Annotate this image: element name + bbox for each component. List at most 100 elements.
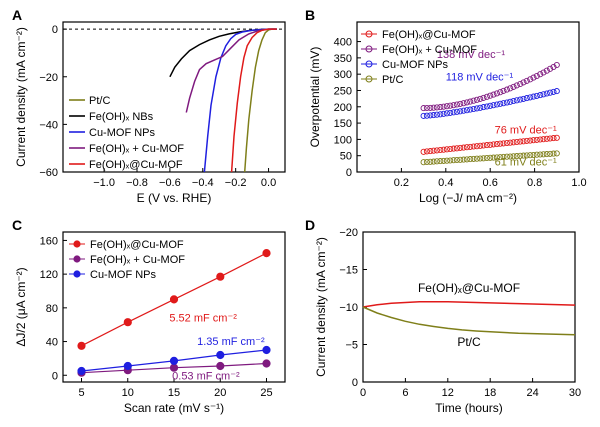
legend-a: Pt/C Fe(OH)ₓ NBs Cu-MOF NPs Fe(OH)ₓ + Cu-MO… <box>69 95 184 171</box>
data-point-b-1 <box>537 71 544 78</box>
x-tick-label-a: −0.2 <box>225 177 247 189</box>
y-tick-label-d: −15 <box>339 265 358 277</box>
data-point-c-2 <box>123 361 132 371</box>
data-point-b-2 <box>430 112 437 119</box>
legend-label-c-1: Fe(OH)ₓ + Cu-MOF <box>90 254 185 266</box>
data-point-b-1 <box>490 91 497 98</box>
y-tick-label-d: 0 <box>352 377 358 389</box>
legend-label-c-2: Cu-MOF NPs <box>90 269 157 281</box>
data-point-b-0 <box>467 143 474 150</box>
y-tick-label-c: 120 <box>40 269 58 281</box>
data-point-b-2 <box>490 102 497 109</box>
data-point-b-3 <box>443 157 450 164</box>
data-point-b-2 <box>553 88 560 95</box>
data-point-b-0 <box>430 147 437 154</box>
slope-label-b-0: 76 mV dec⁻¹ <box>495 125 557 137</box>
data-point-b-0 <box>513 138 520 146</box>
data-point-b-2 <box>503 99 510 106</box>
data-point-b-3 <box>420 159 427 166</box>
data-point-c-2 <box>169 356 179 365</box>
data-point-c-1 <box>216 361 225 371</box>
data-point-b-3 <box>453 156 460 164</box>
legend-label-a-3: Fe(OH)ₓ + Cu-MOF <box>89 143 184 155</box>
data-point-b-1 <box>533 72 540 80</box>
data-point-b-3 <box>460 156 467 163</box>
data-point-b-1 <box>443 103 450 110</box>
data-point-b-0 <box>440 146 447 153</box>
data-point-b-0 <box>503 139 510 147</box>
data-point-b-1 <box>477 95 484 102</box>
legend-label-b-3: Pt/C <box>382 74 403 86</box>
data-point-b-0 <box>443 146 450 153</box>
data-point-b-0 <box>420 148 427 155</box>
x-tick-label-a: 0.0 <box>261 177 276 189</box>
series-line-a-0 <box>243 28 277 172</box>
data-point-b-1 <box>517 80 524 88</box>
legend-c: Fe(OH)ₓ@Cu-MOF Fe(OH)ₓ + Cu-MOF Cu-MOF NPs <box>69 239 185 281</box>
data-point-b-3 <box>523 152 530 159</box>
plot-frame-d <box>362 231 576 383</box>
data-point-b-1 <box>450 102 457 109</box>
series-label-d-0: Fe(OH)ₓ@Cu-MOF <box>418 281 520 295</box>
data-point-b-1 <box>463 99 470 106</box>
data-point-b-3 <box>450 157 457 164</box>
data-point-b-1 <box>497 89 504 96</box>
x-tick-label-d: 6 <box>402 387 408 399</box>
panel-letter-c: C <box>12 217 22 233</box>
data-point-b-1 <box>527 76 534 83</box>
data-point-b-1 <box>553 61 560 69</box>
data-point-b-2 <box>523 95 530 102</box>
data-point-b-1 <box>540 69 547 76</box>
legend-label-b-2: Cu-MOF NPs <box>382 59 449 71</box>
data-point-b-3 <box>503 153 510 160</box>
data-point-b-3 <box>467 156 474 163</box>
data-point-b-2 <box>440 110 447 117</box>
y-axis-label-d: Current density (mA cm⁻²) <box>314 237 328 377</box>
data-point-b-0 <box>463 144 470 151</box>
data-point-b-0 <box>493 141 500 148</box>
y-tick-label-c: 0 <box>52 370 58 382</box>
data-point-b-3 <box>530 151 537 159</box>
data-point-b-3 <box>527 152 534 159</box>
panel-c: C 5 10 15 20 25 0 40 80 120 160 Scan rate (mV s⁻¹)… <box>12 217 286 415</box>
legend-swatch-marker-b-3 <box>365 75 373 83</box>
data-point-b-1 <box>507 85 514 92</box>
data-point-b-2 <box>483 103 490 110</box>
slope-label-c-0: 5.52 mF cm⁻² <box>169 312 237 324</box>
data-point-b-3 <box>473 155 480 162</box>
data-point-b-3 <box>463 156 470 163</box>
data-point-b-0 <box>470 143 477 150</box>
legend-label-c-0: Fe(OH)ₓ@Cu-MOF <box>90 239 184 251</box>
legend-swatch-marker-c-2 <box>73 270 81 278</box>
slope-label-b-3: 61 mV dec⁻¹ <box>495 156 557 168</box>
y-tick-label-b: 100 <box>334 134 352 146</box>
data-point-b-0 <box>433 147 440 154</box>
data-point-b-2 <box>443 110 450 117</box>
panel-b: B 0.2 0.4 0.6 0.8 1.0 0 50 100 150 200 250 300 350 40… <box>305 7 587 205</box>
x-tick-label-c: 20 <box>214 387 226 399</box>
data-point-c-0 <box>216 272 225 281</box>
data-point-b-2 <box>437 111 444 118</box>
data-point-b-1 <box>447 102 454 109</box>
panel-letter-a: A <box>12 7 22 23</box>
data-point-b-3 <box>553 150 560 157</box>
y-tick-label-b: 300 <box>334 69 352 81</box>
slope-label-b-2: 118 mV dec⁻¹ <box>446 72 514 84</box>
data-point-b-0 <box>490 141 497 148</box>
data-point-b-3 <box>550 150 557 157</box>
legend-b: Fe(OH)ₓ@Cu-MOF Fe(OH)ₓ + Cu-MOF Cu-MOF NPs… <box>361 29 477 86</box>
data-point-b-0 <box>457 144 464 151</box>
data-point-b-0 <box>453 145 460 152</box>
data-point-b-2 <box>547 89 554 96</box>
y-tick-label-c: 80 <box>46 303 58 315</box>
data-point-b-3 <box>490 154 497 161</box>
data-point-b-0 <box>450 145 457 152</box>
data-point-b-3 <box>433 158 440 165</box>
y-axis-label-a: Current density (mA cm⁻²) <box>14 27 28 167</box>
x-tick-label-d: 18 <box>484 387 496 399</box>
data-point-b-3 <box>457 156 464 163</box>
series-line-a-2 <box>203 28 277 172</box>
y-tick-label-d: −10 <box>339 302 358 314</box>
y-tick-label-b: 50 <box>340 151 352 163</box>
